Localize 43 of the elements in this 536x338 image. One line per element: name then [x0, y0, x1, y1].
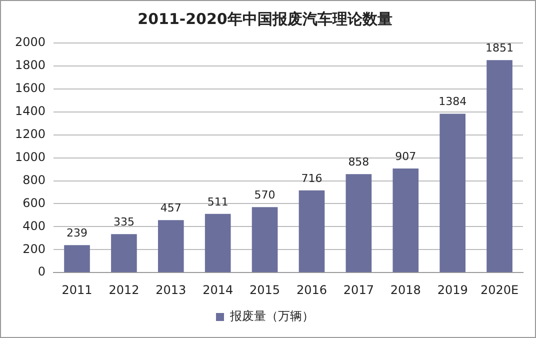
data-label: 570 — [254, 188, 276, 202]
data-label: 335 — [113, 216, 134, 228]
y-tick-label: 2000 — [14, 35, 46, 50]
y-tick-label: 1600 — [14, 81, 46, 96]
chart-title: 2011-2020年中国报废汽车理论数量 — [138, 10, 392, 28]
data-label: 716 — [301, 172, 322, 185]
x-tick-label: 2015 — [250, 282, 280, 297]
y-tick-label: 1800 — [14, 58, 46, 72]
bar — [111, 234, 137, 272]
x-tick-label: 2011 — [62, 282, 92, 297]
x-tick-label: 2012 — [108, 282, 140, 297]
y-tick-label: 1400 — [14, 104, 46, 118]
x-tick-label: 2019 — [437, 282, 468, 297]
x-tick-label: 2014 — [202, 282, 234, 297]
x-tick-label: 2013 — [156, 282, 186, 297]
data-label: 858 — [348, 155, 370, 168]
x-tick-label: 2017 — [343, 282, 374, 297]
y-tick-label: 1000 — [14, 150, 46, 164]
y-tick-label: 1200 — [14, 126, 46, 141]
bar — [158, 220, 184, 272]
y-tick-label: 200 — [22, 242, 46, 256]
y-tick-label: 0 — [38, 264, 46, 279]
bar — [252, 207, 278, 272]
data-label: 1384 — [438, 95, 467, 108]
data-label: 907 — [395, 150, 416, 163]
data-label: 457 — [160, 201, 182, 214]
x-tick-label: 2016 — [296, 282, 328, 297]
bar — [440, 114, 466, 272]
data-label: 239 — [66, 226, 88, 240]
bar — [64, 245, 90, 272]
legend-label: 报废量（万辆） — [229, 309, 314, 324]
bar — [486, 60, 512, 272]
data-label: 1851 — [486, 41, 514, 54]
y-tick-label: 800 — [22, 172, 46, 187]
y-tick-label: 400 — [22, 218, 46, 233]
y-tick-label: 600 — [22, 196, 46, 210]
x-tick-label: 2020E — [480, 282, 519, 297]
bar — [392, 168, 419, 272]
bar — [346, 174, 372, 272]
bar — [298, 190, 325, 272]
bar — [204, 214, 231, 272]
data-label: 511 — [207, 195, 228, 208]
x-tick-label: 2018 — [390, 282, 421, 297]
